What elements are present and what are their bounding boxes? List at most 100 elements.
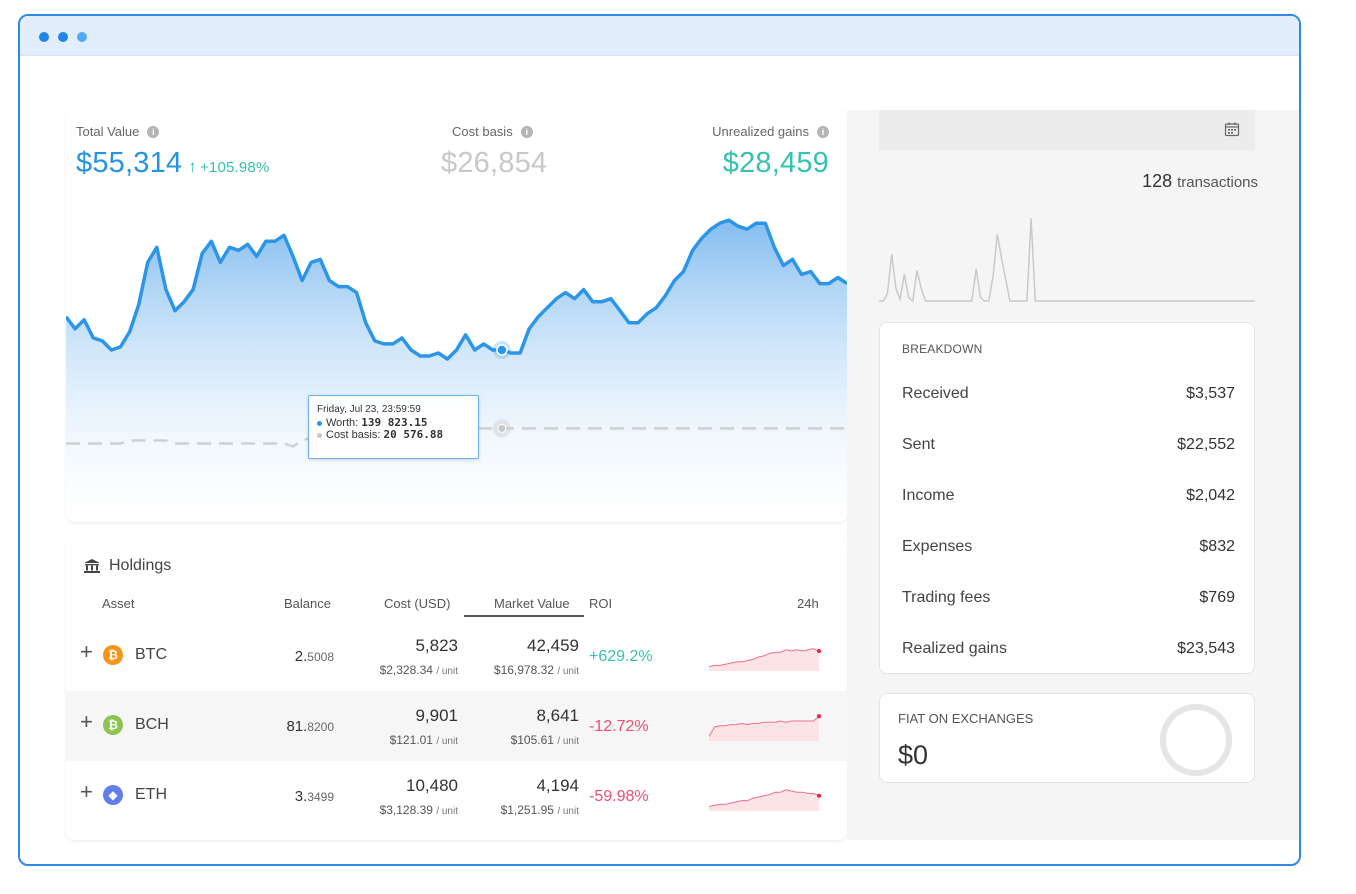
breakdown-value: $3,537	[1186, 385, 1235, 402]
sparkline-area	[709, 716, 819, 741]
breakdown-label: Received	[902, 385, 969, 402]
cost-basis-label: Cost basis	[452, 124, 513, 139]
total-change-value: +105.98%	[199, 159, 270, 176]
sparkline-line	[709, 648, 820, 668]
breakdown-card: BREAKDOWN Received $3,537 Sent $22,552 Incom…	[879, 322, 1255, 674]
asset-cost: 9,901	[415, 706, 458, 725]
worth-highlight-point	[496, 344, 508, 356]
breakdown-row: Realized gains $23,543	[902, 640, 1235, 658]
info-icon[interactable]: i	[817, 125, 829, 138]
breakdown-label: Expenses	[902, 538, 973, 555]
breakdown-row: Received $3,537	[902, 385, 1235, 403]
holding-row-eth[interactable]: + ◆ ETH 3.3499 10,480 $3,128.39 / unit 4,194 $1…	[66, 761, 847, 831]
breakdown-value: $769	[1199, 589, 1235, 606]
fiat-card: FIAT ON EXCHANGES $0	[879, 693, 1255, 783]
asset-24h-sparkline	[709, 714, 821, 741]
worth-line	[66, 218, 847, 361]
asset-symbol: BCH	[135, 716, 169, 733]
breakdown-row: Sent $22,552	[902, 436, 1235, 454]
column-market-value[interactable]: Market Value	[494, 596, 570, 611]
unrealized-gains-stat: Unrealized gains i $28,459	[712, 124, 829, 180]
asset-cost-per-unit: $3,128.39 / unit	[379, 803, 458, 817]
cost-basis-stat: Cost basis i $26,854	[441, 124, 547, 180]
total-value-stat: Total Value i $55,314 ↑ +105.98%	[76, 124, 270, 180]
worth-area	[66, 220, 847, 522]
breakdown-value: $23,543	[1177, 640, 1235, 657]
asset-market-value-per-unit: $1,251.95 / unit	[500, 803, 579, 817]
unrealized-gains-label: Unrealized gains	[712, 124, 809, 139]
cost-highlight-point	[497, 423, 507, 433]
tooltip-cost-row: Cost basis: 20 576.88	[317, 429, 470, 441]
sparkline-line	[709, 715, 820, 737]
plus-icon[interactable]: +	[80, 779, 93, 804]
tooltip-cost-value: 20 576.88	[383, 428, 444, 441]
app-window: Total Value i $55,314 ↑ +105.98% Cost basi…	[18, 14, 1301, 866]
asset-24h-sparkline	[709, 789, 821, 811]
info-icon[interactable]: i	[147, 125, 160, 138]
plus-icon[interactable]: +	[80, 709, 93, 734]
tooltip-worth-label: Worth:	[326, 417, 359, 429]
fiat-title: FIAT ON EXCHANGES	[898, 711, 1034, 726]
bitcoin-cash-icon: ₿	[103, 715, 123, 735]
asset-market-value-per-unit: $105.61 / unit	[510, 733, 579, 747]
date-range-bar[interactable]	[879, 110, 1255, 150]
title-bar	[20, 16, 1299, 56]
sparkline-area	[709, 789, 819, 811]
breakdown-row: Expenses $832	[902, 538, 1235, 556]
breakdown-value: $2,042	[1186, 487, 1235, 504]
asset-roi: -12.72%	[589, 718, 649, 735]
asset-cost: 10,480	[406, 776, 458, 795]
asset-symbol: BTC	[135, 646, 167, 663]
calendar-icon[interactable]	[1224, 121, 1240, 137]
breakdown-row: Trading fees $769	[902, 589, 1235, 607]
right-panel: 128 transactions BREAKDOWN Received $3,53…	[847, 110, 1299, 840]
column-24h[interactable]: 24h	[797, 596, 819, 611]
holdings-title-text: Holdings	[109, 557, 172, 574]
asset-cost-per-unit: $2,328.34 / unit	[379, 663, 458, 677]
holding-row-btc[interactable]: + ₿ BTC 2.5008 5,823 $2,328.34 / unit 42,459 $1…	[66, 621, 847, 691]
breakdown-label: Realized gains	[902, 640, 1007, 657]
fiat-donut-chart	[1160, 704, 1232, 776]
window-maximize-dot[interactable]	[77, 32, 87, 42]
bank-icon	[84, 559, 100, 573]
window-minimize-dot[interactable]	[58, 32, 68, 42]
plus-icon[interactable]: +	[80, 639, 93, 664]
chart-tooltip: Friday, Jul 23, 23:59:59 Worth: 139 823.…	[308, 395, 479, 459]
breakdown-title: BREAKDOWN	[902, 342, 983, 356]
total-change: ↑ +105.98%	[188, 157, 270, 176]
unrealized-gains-value: $28,459	[722, 147, 829, 179]
portfolio-chart-card: Total Value i $55,314 ↑ +105.98% Cost basi…	[66, 110, 847, 522]
breakdown-label: Sent	[902, 436, 935, 453]
asset-cost-per-unit: $121.01 / unit	[389, 733, 458, 747]
transaction-histogram[interactable]	[879, 207, 1255, 303]
breakdown-row: Income $2,042	[902, 487, 1235, 505]
asset-roi: +629.2%	[589, 648, 653, 665]
column-balance[interactable]: Balance	[284, 596, 331, 611]
tooltip-worth-value: 139 823.15	[361, 416, 428, 429]
column-asset[interactable]: Asset	[102, 596, 135, 611]
asset-balance: 3.3499	[294, 788, 334, 805]
sort-indicator	[464, 615, 584, 617]
sparkline-last-point	[817, 793, 821, 798]
window-close-dot[interactable]	[39, 32, 49, 42]
transaction-histogram-line	[879, 218, 1255, 303]
column-cost[interactable]: Cost (USD)	[384, 596, 451, 611]
ethereum-icon: ◆	[103, 785, 123, 805]
breakdown-value: $832	[1199, 538, 1235, 555]
info-icon[interactable]: i	[520, 125, 533, 138]
tooltip-date: Friday, Jul 23, 23:59:59	[317, 404, 421, 415]
asset-market-value: 8,641	[536, 706, 579, 725]
tooltip-cost-label: Cost basis:	[326, 429, 381, 441]
asset-market-value-per-unit: $16,978.32 / unit	[493, 663, 579, 677]
asset-24h-sparkline	[709, 648, 821, 671]
sparkline-line	[709, 789, 820, 808]
column-roi[interactable]: ROI	[589, 596, 613, 611]
total-value-label: Total Value	[76, 124, 140, 139]
asset-market-value: 4,194	[536, 776, 579, 795]
sparkline-area	[709, 648, 819, 671]
asset-market-value: 42,459	[527, 636, 579, 655]
asset-balance: 2.5008	[294, 648, 334, 665]
holdings-table: Holdings Asset Balance Cost (USD) Market…	[66, 540, 847, 840]
arrow-up-icon: ↑	[188, 157, 197, 176]
holding-row-bch[interactable]: + ₿ BCH 81.8200 9,901 $121.01 / unit 8,641 $105…	[66, 691, 847, 761]
